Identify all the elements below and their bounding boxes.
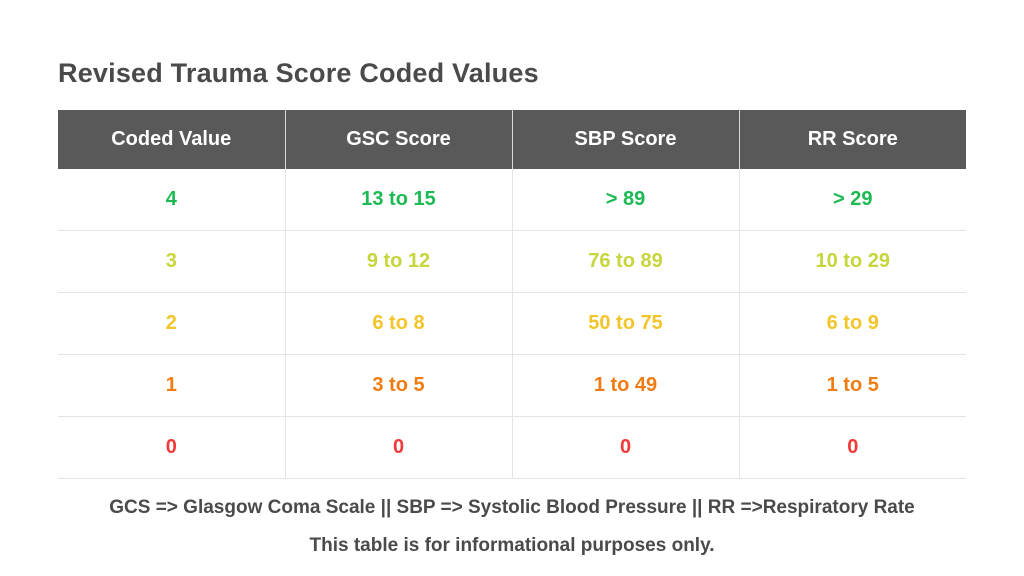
cell-sbp-score: 76 to 89 [512, 230, 740, 293]
abbreviation-legend: GCS => Glasgow Coma Scale || SBP => Syst… [109, 497, 915, 518]
cell-rr-score: 6 to 9 [739, 292, 966, 355]
cell-gsc-score: 13 to 15 [285, 169, 513, 231]
cell-coded-value: 1 [58, 354, 286, 417]
cell-rr-score: 1 to 5 [739, 354, 966, 417]
header-rr-score: RR Score [739, 110, 966, 169]
cell-gsc-score: 3 to 5 [285, 354, 513, 417]
table-row: 1 3 to 5 1 to 49 1 to 5 [58, 354, 966, 417]
cell-coded-value: 3 [58, 230, 286, 293]
cell-sbp-score: 1 to 49 [512, 354, 740, 417]
table-row: 2 6 to 8 50 to 75 6 to 9 [58, 292, 966, 355]
cell-sbp-score: 0 [512, 416, 740, 479]
header-gsc-score: GSC Score [285, 110, 513, 169]
cell-rr-score: > 29 [739, 169, 966, 231]
disclaimer-text: This table is for informational purposes… [309, 535, 715, 556]
cell-gsc-score: 6 to 8 [285, 292, 513, 355]
trauma-score-table: Coded Value GSC Score SBP Score RR Score… [58, 110, 966, 479]
table-row: 3 9 to 12 76 to 89 10 to 29 [58, 230, 966, 293]
cell-gsc-score: 9 to 12 [285, 230, 513, 293]
cell-gsc-score: 0 [285, 416, 513, 479]
cell-rr-score: 10 to 29 [739, 230, 966, 293]
cell-coded-value: 4 [58, 169, 286, 231]
cell-rr-score: 0 [739, 416, 966, 479]
table-header-row: Coded Value GSC Score SBP Score RR Score [58, 110, 966, 169]
table-row: 0 0 0 0 [58, 416, 966, 479]
cell-sbp-score: > 89 [512, 169, 740, 231]
cell-coded-value: 2 [58, 292, 286, 355]
table-row: 4 13 to 15 > 89 > 29 [58, 169, 966, 231]
cell-coded-value: 0 [58, 416, 286, 479]
header-coded-value: Coded Value [58, 110, 286, 169]
cell-sbp-score: 50 to 75 [512, 292, 740, 355]
page-title: Revised Trauma Score Coded Values [58, 58, 539, 88]
header-sbp-score: SBP Score [512, 110, 740, 169]
